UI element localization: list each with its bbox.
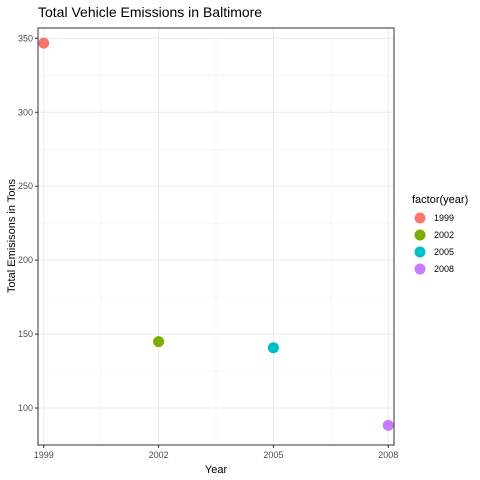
x-axis: 1999 2002 2005 2008 [34, 445, 398, 460]
x-tick-label: 2005 [263, 450, 283, 460]
data-point-2002 [153, 336, 165, 348]
y-axis: 100 150 200 250 300 350 [18, 33, 38, 413]
plot-grid [38, 28, 394, 445]
legend-label: 2008 [434, 264, 454, 274]
plot-panel-border [37, 27, 395, 446]
legend-title: factor(year) [412, 194, 468, 206]
y-tick-label: 350 [18, 33, 33, 43]
legend-label: 1999 [434, 213, 454, 223]
x-tick-label: 2008 [378, 450, 398, 460]
y-tick-label: 200 [18, 255, 33, 265]
y-tick-label: 300 [18, 107, 33, 117]
legend: factor(year) 1999 2002 2005 2008 [412, 194, 468, 275]
y-tick-label: 250 [18, 181, 33, 191]
legend-key-2008 [414, 263, 426, 275]
data-point-2005 [267, 342, 279, 354]
legend-key-1999 [414, 212, 426, 224]
data-point-1999 [38, 37, 50, 49]
data-points [38, 37, 394, 431]
y-tick-label: 150 [18, 329, 33, 339]
legend-key-2005 [414, 246, 426, 258]
legend-label: 2005 [434, 247, 454, 257]
x-tick-label: 2002 [149, 450, 169, 460]
y-tick-label: 100 [18, 403, 33, 413]
data-point-2008 [382, 419, 394, 431]
x-axis-title: Year [205, 464, 228, 476]
legend-key-2002 [414, 229, 426, 241]
chart-title: Total Vehicle Emissions in Baltimore [38, 4, 262, 20]
x-tick-label: 1999 [34, 450, 54, 460]
y-axis-title: Total Emisisons in Tons [6, 178, 18, 293]
legend-label: 2002 [434, 230, 454, 240]
